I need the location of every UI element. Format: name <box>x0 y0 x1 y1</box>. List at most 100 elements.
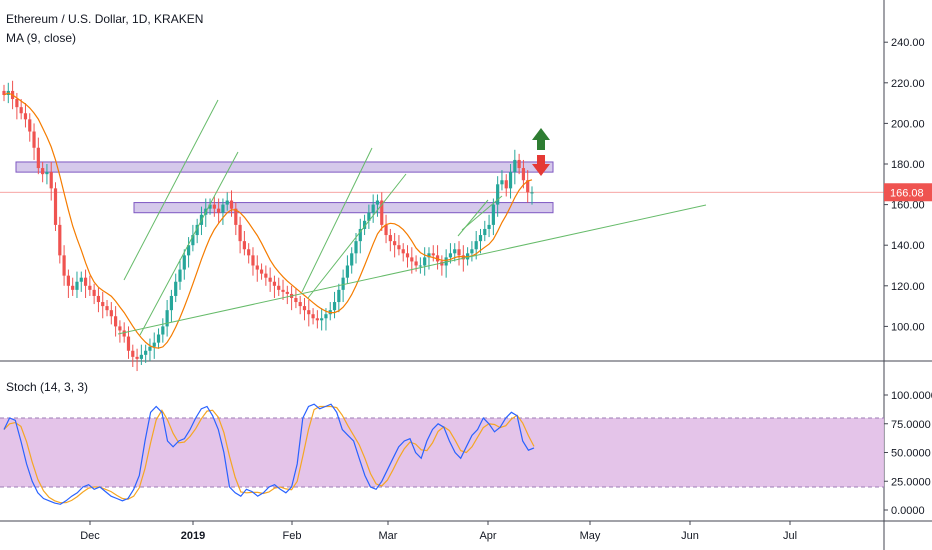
candle-body <box>354 241 358 254</box>
candle-body <box>36 147 40 169</box>
candle-body <box>152 342 156 347</box>
candle-body <box>139 354 143 359</box>
candle-body <box>517 159 521 169</box>
candle-body <box>380 200 384 225</box>
candle-body <box>221 204 225 213</box>
candle-body <box>79 277 83 282</box>
candle-body <box>530 192 534 194</box>
candle-body <box>448 253 453 258</box>
candle-body <box>2 90 6 95</box>
price-tick-label: 200.00 <box>891 118 925 130</box>
trendline <box>307 173 407 299</box>
candle-body <box>174 281 178 296</box>
candle-body <box>431 253 435 256</box>
candle-body <box>41 168 45 175</box>
candle-body <box>358 228 362 242</box>
price-tick-label: 160.00 <box>891 200 925 212</box>
stoch-tick-label: 100.0000 <box>891 390 932 402</box>
candle-body <box>324 314 328 319</box>
candle-body <box>504 180 508 189</box>
candle-body <box>225 200 229 205</box>
candle-body <box>66 275 70 286</box>
candle-body <box>71 285 75 290</box>
candle-body <box>496 184 500 205</box>
candle-body <box>238 224 242 242</box>
time-tick-label: 2019 <box>181 530 205 542</box>
candle-body <box>414 261 418 266</box>
candle-body <box>483 228 487 236</box>
candle-body <box>101 302 105 307</box>
price-tick-label: 180.00 <box>891 159 925 171</box>
candle-body <box>526 180 530 193</box>
price-tick-label: 100.00 <box>891 321 925 333</box>
up-arrow-icon <box>532 128 550 150</box>
candle-body <box>285 291 289 294</box>
candle-body <box>229 200 234 209</box>
time-tick-label: Jun <box>681 530 699 542</box>
candle-body <box>371 204 375 213</box>
candle-body <box>212 204 216 209</box>
candle-body <box>186 245 191 256</box>
candle-body <box>242 241 246 250</box>
candle-body <box>367 212 371 221</box>
candle-body <box>401 249 405 254</box>
candle-body <box>418 265 422 267</box>
candle-body <box>32 131 36 148</box>
candle-body <box>375 200 380 205</box>
time-tick-label: Feb <box>283 530 302 542</box>
candle-body <box>362 220 367 229</box>
candle-body <box>148 346 152 351</box>
stoch-tick-label: 75.0000 <box>891 419 931 431</box>
resistance-zone <box>15 161 554 173</box>
time-tick-label: Jul <box>783 530 797 542</box>
candle-body <box>332 302 337 311</box>
trendline <box>457 199 489 237</box>
candle-body <box>191 235 195 246</box>
candle-body <box>58 224 62 256</box>
price-tick-label: 220.00 <box>891 78 925 90</box>
candle-body <box>393 241 397 246</box>
candle-body <box>217 208 221 213</box>
candle-body <box>350 253 354 266</box>
candle-body <box>272 281 277 286</box>
time-tick-label: Dec <box>80 530 100 542</box>
candle-body <box>114 316 118 327</box>
candle-body <box>259 269 264 274</box>
candle-body <box>135 356 139 359</box>
candle-body <box>23 113 28 120</box>
candle-body <box>508 172 513 189</box>
candle-body <box>474 241 478 250</box>
last-price-text: 166.08 <box>890 187 924 199</box>
candle-body <box>208 204 212 209</box>
trendline <box>139 151 239 336</box>
candle-body <box>92 289 96 296</box>
candle-body <box>182 255 186 270</box>
stoch-tick-label: 50.0000 <box>891 448 931 460</box>
candle-body <box>109 310 113 317</box>
ma-legend-label: MA (9, close) <box>6 31 77 45</box>
candle-body <box>341 277 345 290</box>
candle-body <box>105 306 109 311</box>
candle-body <box>281 289 285 292</box>
trendline <box>301 147 373 293</box>
candle-body <box>345 265 350 278</box>
stoch-tick-label: 25.0000 <box>891 476 931 488</box>
candle-body <box>384 224 388 236</box>
candle-body <box>144 350 148 355</box>
candle-body <box>457 249 461 256</box>
ma-line <box>3 92 533 349</box>
candle-body <box>405 253 410 258</box>
candle-body <box>513 159 517 173</box>
candle-body <box>491 204 495 225</box>
candle-body <box>118 326 122 331</box>
price-tick-label: 240.00 <box>891 37 925 49</box>
price-tick-label: 120.00 <box>891 281 925 293</box>
candle-body <box>521 168 526 181</box>
stoch-tick-label: 0.0000 <box>891 505 925 517</box>
candle-body <box>165 310 169 327</box>
candle-body <box>169 295 174 311</box>
candle-body <box>28 119 32 132</box>
candle-body <box>131 350 135 357</box>
